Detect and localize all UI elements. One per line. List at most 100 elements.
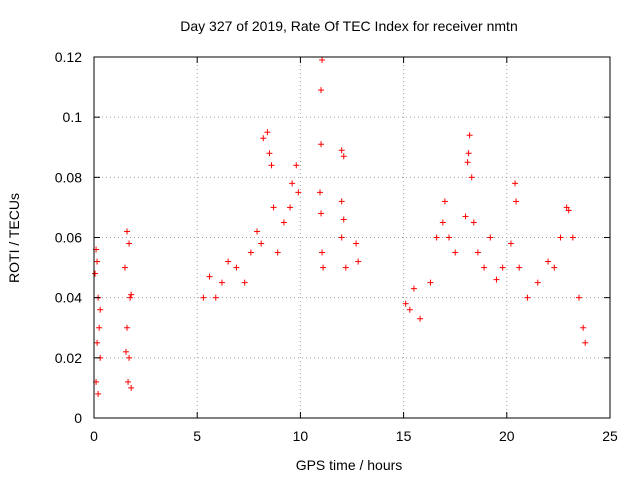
data-point	[317, 189, 324, 196]
data-point	[481, 264, 488, 271]
y-tick-label: 0.02	[55, 350, 82, 366]
data-point	[464, 159, 471, 166]
data-point	[260, 135, 267, 142]
data-point	[433, 234, 440, 241]
data-point	[582, 339, 589, 346]
data-point	[233, 264, 240, 271]
data-point	[122, 348, 129, 355]
data-point	[338, 147, 345, 154]
data-point	[124, 228, 131, 235]
data-point	[468, 174, 475, 181]
chart-title: Day 327 of 2019, Rate Of TEC Index for r…	[180, 18, 517, 34]
data-point	[128, 291, 135, 298]
data-point	[565, 207, 572, 214]
data-point	[268, 162, 275, 169]
y-tick-label: 0.06	[55, 230, 82, 246]
data-point	[465, 150, 472, 157]
grid-lines	[94, 57, 610, 418]
data-point	[353, 240, 360, 247]
data-point	[125, 378, 132, 385]
y-tick-label: 0	[74, 410, 82, 426]
data-point	[126, 354, 133, 361]
data-point	[563, 204, 570, 211]
data-point	[513, 198, 520, 205]
x-tick-label: 0	[90, 428, 98, 444]
data-point	[493, 276, 500, 283]
data-point	[287, 204, 294, 211]
data-point	[545, 258, 552, 265]
data-point	[557, 234, 564, 241]
data-point	[218, 279, 225, 286]
data-point	[474, 249, 481, 256]
data-point	[225, 258, 232, 265]
data-point	[258, 240, 265, 247]
y-tick-label: 0.1	[63, 109, 83, 125]
data-point	[524, 294, 531, 301]
data-point	[318, 141, 325, 148]
data-point	[264, 129, 271, 136]
data-point	[241, 279, 248, 286]
data-point	[446, 234, 453, 241]
plot-frame	[93, 56, 611, 419]
data-point	[97, 306, 104, 313]
x-tick-label: 25	[602, 428, 618, 444]
data-point	[121, 264, 128, 271]
data-point	[499, 264, 506, 271]
data-point	[319, 249, 326, 256]
data-point	[126, 240, 133, 247]
data-point	[580, 324, 587, 331]
data-point	[439, 219, 446, 226]
data-point	[512, 180, 519, 187]
data-point	[206, 273, 213, 280]
data-point	[128, 384, 135, 391]
data-point	[417, 315, 424, 322]
data-point	[402, 300, 409, 307]
data-point	[293, 162, 300, 169]
data-point	[266, 150, 273, 157]
data-point	[320, 264, 327, 271]
data-point	[295, 189, 302, 196]
x-tick-label: 10	[293, 428, 309, 444]
data-point	[441, 198, 448, 205]
data-point	[92, 270, 99, 277]
x-tick-label: 5	[193, 428, 201, 444]
y-axis-title: ROTI / TECUs	[6, 193, 22, 283]
data-point	[452, 249, 459, 256]
x-axis-title: GPS time / hours	[296, 457, 403, 473]
data-point	[576, 294, 583, 301]
y-tick-label: 0.04	[55, 290, 82, 306]
data-point	[342, 264, 349, 271]
data-point	[94, 339, 101, 346]
data-point	[487, 234, 494, 241]
data-point	[96, 324, 103, 331]
data-point	[254, 228, 261, 235]
data-point	[406, 306, 413, 313]
data-points	[92, 57, 589, 397]
data-point	[270, 204, 277, 211]
data-point	[319, 57, 326, 64]
y-tick-label: 0.08	[55, 169, 82, 185]
data-point	[247, 249, 254, 256]
data-point	[462, 213, 469, 220]
data-point	[318, 87, 325, 94]
data-point	[340, 216, 347, 223]
data-point	[318, 210, 325, 217]
data-point	[410, 285, 417, 292]
data-point	[280, 219, 287, 226]
data-point	[355, 258, 362, 265]
data-point	[212, 294, 219, 301]
data-point	[470, 219, 477, 226]
data-point	[94, 258, 101, 265]
y-tick-label: 0.12	[55, 49, 82, 65]
data-point	[427, 279, 434, 286]
x-tick-label: 20	[499, 428, 515, 444]
data-point	[516, 264, 523, 271]
data-point	[127, 294, 134, 301]
x-tick-label: 15	[396, 428, 412, 444]
data-point	[200, 294, 207, 301]
data-point	[289, 180, 296, 187]
data-point	[569, 234, 576, 241]
data-point	[95, 390, 102, 397]
data-point	[340, 153, 347, 160]
